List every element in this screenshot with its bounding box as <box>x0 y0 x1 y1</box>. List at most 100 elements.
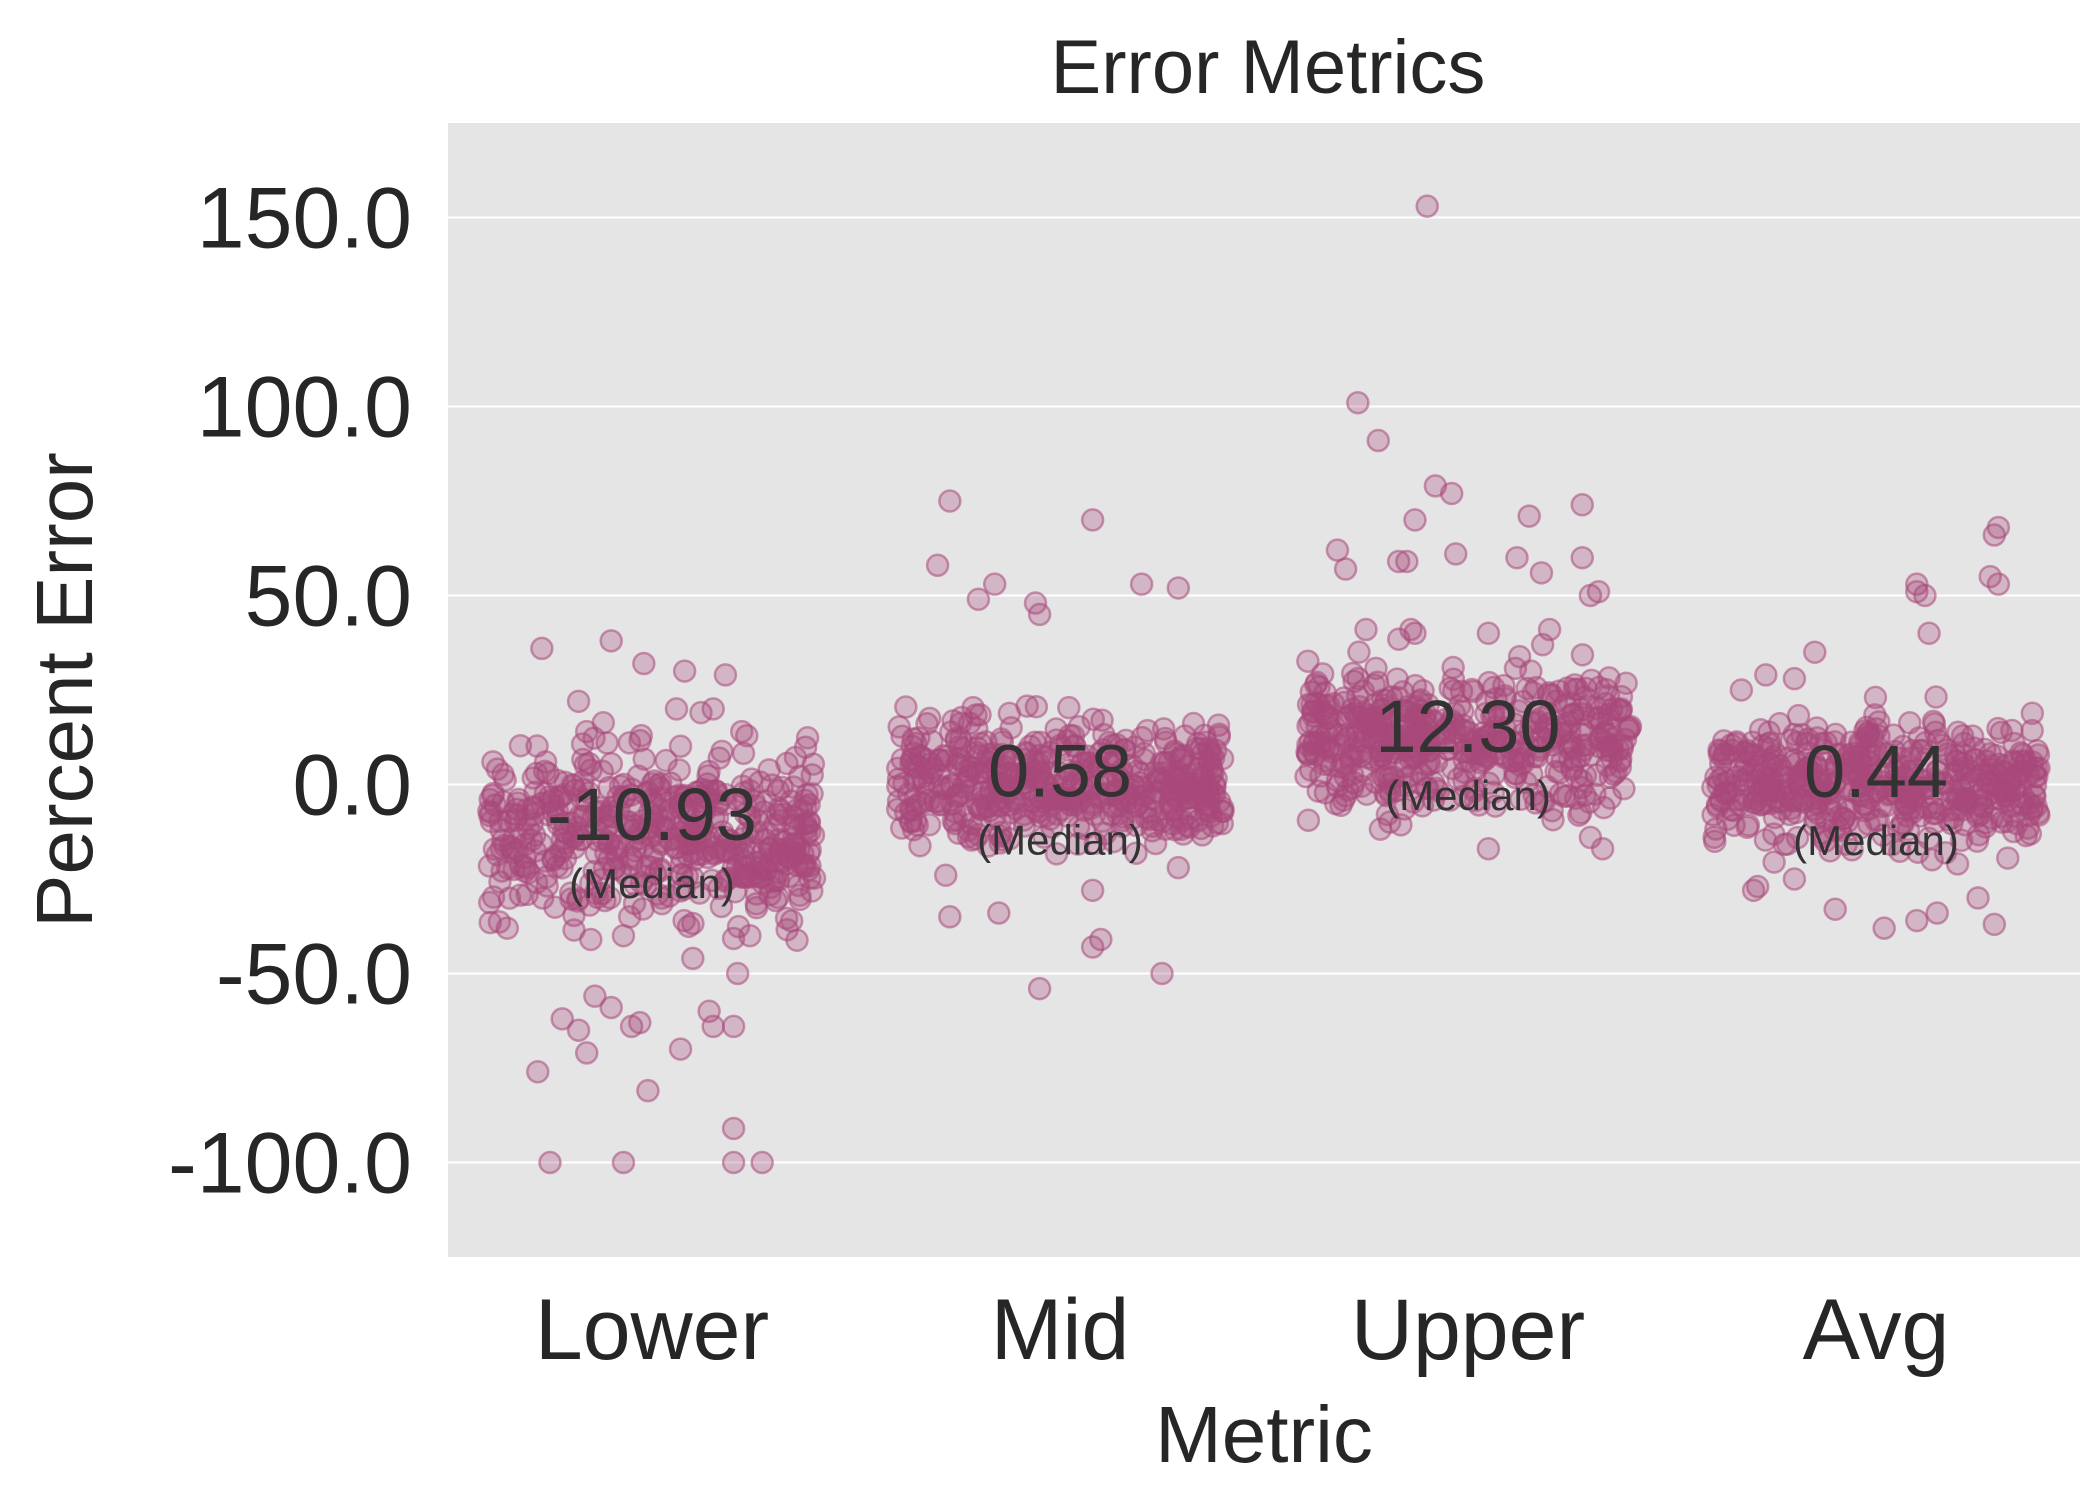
data-point <box>1973 737 1997 762</box>
data-point <box>478 910 502 935</box>
data-point <box>648 856 672 881</box>
data-point <box>1370 688 1395 712</box>
data-point <box>1132 783 1157 808</box>
data-point <box>1370 764 1395 789</box>
data-point <box>541 846 566 871</box>
data-point <box>1529 561 1554 585</box>
data-point <box>1443 720 1467 745</box>
data-point <box>1559 703 1584 727</box>
data-point <box>1057 695 1081 720</box>
data-point <box>612 785 637 810</box>
data-point <box>573 753 597 777</box>
data-point <box>1442 701 1467 726</box>
data-point <box>1199 743 1223 768</box>
data-point <box>1190 742 1215 766</box>
median-caption: (Median) <box>1793 817 1959 864</box>
data-point <box>1416 776 1440 800</box>
data-point <box>668 734 693 759</box>
data-point <box>675 864 699 889</box>
data-point <box>1570 493 1594 517</box>
median-caption: (Median) <box>1385 772 1551 819</box>
data-point <box>1150 961 1174 986</box>
data-point <box>925 553 950 578</box>
data-point <box>1732 740 1756 765</box>
data-point <box>481 781 506 806</box>
data-point <box>2001 749 2025 773</box>
data-point <box>2025 764 2049 789</box>
data-point <box>1735 815 1760 840</box>
data-point <box>1989 804 2013 829</box>
median-value-label: 0.58 <box>988 729 1132 812</box>
data-point <box>908 833 932 858</box>
data-point <box>658 797 682 822</box>
data-point <box>1015 741 1040 766</box>
data-point <box>774 906 799 931</box>
data-point <box>599 995 623 1020</box>
data-point <box>1024 694 1049 719</box>
data-point <box>574 1041 599 1065</box>
data-point <box>1310 662 1335 686</box>
data-point <box>956 818 981 843</box>
data-point <box>702 805 726 830</box>
data-point <box>987 901 1011 925</box>
data-point <box>579 927 603 952</box>
data-point <box>1913 583 1937 608</box>
median-caption: (Median) <box>977 816 1143 863</box>
data-point <box>602 856 626 881</box>
data-point <box>1745 874 1770 899</box>
x-tick-label: Mid <box>991 1282 1130 1378</box>
data-point <box>1346 390 1370 415</box>
data-point <box>1375 802 1400 827</box>
data-point <box>583 881 608 905</box>
data-point <box>1762 850 1786 874</box>
data-point <box>1762 822 1786 846</box>
data-point <box>1491 729 1515 753</box>
data-point <box>982 572 1007 596</box>
data-point <box>1347 640 1371 664</box>
data-point <box>1986 515 2011 540</box>
data-point <box>1590 837 1615 861</box>
data-point <box>1170 747 1195 772</box>
data-point <box>921 756 946 780</box>
data-point <box>725 961 750 986</box>
data-point <box>999 800 1024 825</box>
data-point <box>1171 822 1195 846</box>
data-point <box>968 703 992 727</box>
x-tick-label: Upper <box>1351 1282 1585 1378</box>
data-point <box>686 780 711 804</box>
data-point <box>1140 819 1164 843</box>
data-point <box>1058 723 1082 748</box>
data-point <box>701 697 725 721</box>
y-tick-label: 150.0 <box>197 171 412 267</box>
data-point <box>1080 508 1105 532</box>
data-point <box>599 629 623 653</box>
data-point <box>1386 549 1411 574</box>
data-point <box>1296 649 1320 673</box>
data-point <box>1463 758 1488 782</box>
data-point <box>1296 692 1321 717</box>
data-point <box>1418 738 1442 763</box>
data-point <box>667 758 691 782</box>
data-point <box>1158 791 1182 815</box>
data-point <box>1917 621 1941 646</box>
data-point <box>1444 542 1468 566</box>
data-point <box>1478 723 1502 747</box>
data-point <box>894 695 918 719</box>
data-point <box>721 1116 746 1141</box>
data-point <box>1729 678 1754 702</box>
data-point <box>886 774 910 798</box>
data-point <box>1399 617 1423 642</box>
data-point <box>1616 718 1641 742</box>
data-point <box>517 860 541 885</box>
data-point <box>1395 549 1419 574</box>
data-point <box>1066 832 1090 856</box>
data-point <box>1570 545 1594 570</box>
data-point <box>1570 643 1595 667</box>
data-point <box>987 824 1012 848</box>
data-point <box>1125 759 1150 783</box>
data-point <box>1012 808 1036 832</box>
data-point <box>1416 693 1440 717</box>
data-point <box>1441 667 1466 692</box>
data-point <box>2020 701 2045 726</box>
data-point <box>713 663 738 687</box>
